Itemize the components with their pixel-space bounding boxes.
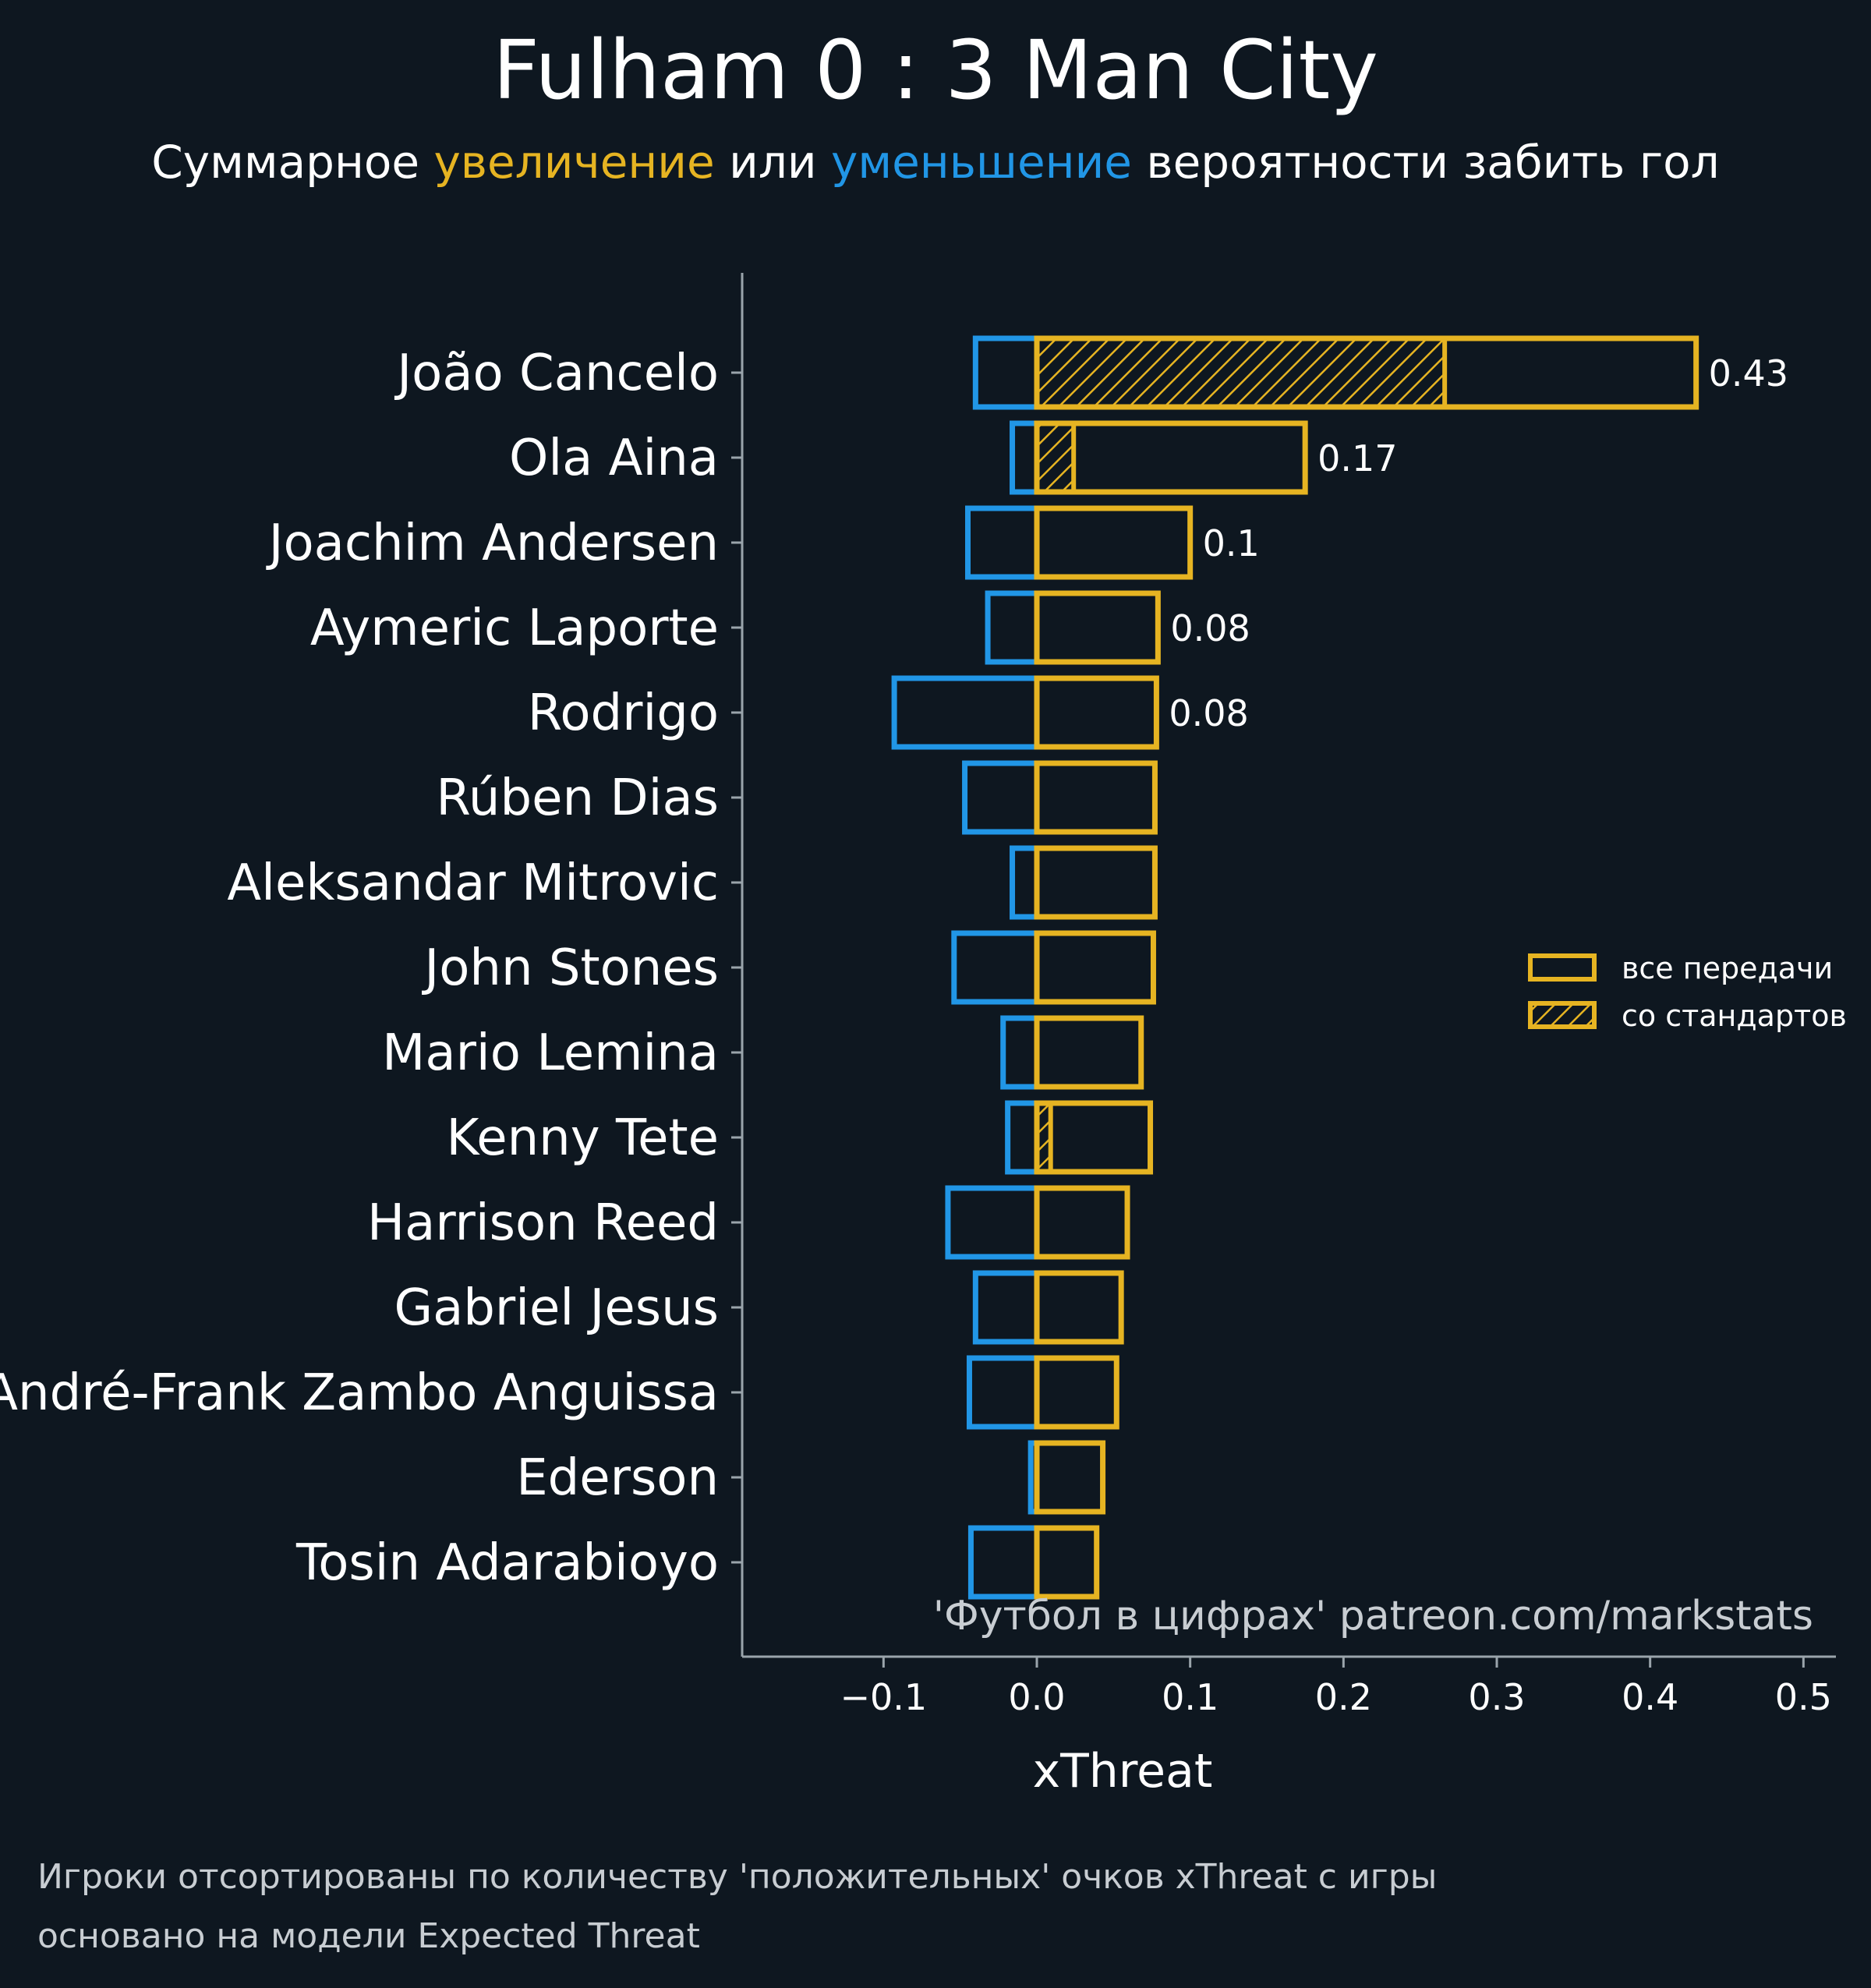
all-passes-bar <box>1034 1355 1119 1430</box>
y-tick-label: Ederson <box>516 1449 719 1507</box>
y-tick-label: Harrison Reed <box>367 1194 719 1252</box>
value-label: 0.1 <box>1203 522 1260 564</box>
credit-text: 'Футбол в цифрах' patreon.com/markstats <box>933 1593 1813 1640</box>
x-tick-label: 0.4 <box>1622 1676 1678 1718</box>
all-passes-bar <box>1034 590 1161 665</box>
y-tick-label: Aymeric Laporte <box>310 600 719 657</box>
footnote-sorting: Игроки отсортированы по количеству 'поло… <box>37 1857 1438 1897</box>
value-label: 0.08 <box>1170 607 1250 649</box>
legend-label-all-passes: все передачи <box>1622 951 1833 985</box>
all-passes-bar <box>1034 675 1159 750</box>
y-tick-label: Kenny Tete <box>446 1109 719 1167</box>
chart-subtitle: Суммарное увеличение или уменьшение веро… <box>0 131 1871 193</box>
subtitle-positive-word: увеличение <box>433 136 715 189</box>
negative-bar <box>1010 845 1040 920</box>
x-tick-label: 0.2 <box>1315 1676 1372 1718</box>
plot-area: João Cancelo 0.43 Ola Aina 0.17 Joachim Ande… <box>0 273 1847 1799</box>
x-tick-label: 0.0 <box>1008 1676 1065 1718</box>
all-passes-bar <box>1034 1015 1144 1090</box>
x-tick-label: 0.1 <box>1162 1676 1218 1718</box>
all-passes-bar <box>1034 1100 1154 1175</box>
negative-bar <box>967 1525 1040 1600</box>
x-tick-label: −0.1 <box>840 1676 927 1718</box>
subtitle-part-3: или <box>714 136 832 189</box>
value-label: 0.17 <box>1317 437 1397 479</box>
y-tick-label: Aleksandar Mitrovic <box>227 854 719 912</box>
all-passes-bar <box>1034 1270 1124 1345</box>
y-tick-label: Joachim Andersen <box>266 515 719 572</box>
negative-bar <box>962 760 1040 835</box>
all-passes-bar <box>1034 420 1308 495</box>
all-passes-bar <box>1034 1525 1100 1600</box>
set-piece-bar <box>1035 336 1448 409</box>
subtitle-part-1: Суммарное <box>151 136 434 189</box>
value-label: 0.43 <box>1709 352 1788 394</box>
negative-bar <box>1005 1100 1040 1175</box>
all-passes-bar <box>1034 930 1156 1005</box>
negative-bar <box>951 930 1040 1005</box>
all-passes-bar <box>1034 1185 1130 1260</box>
legend-swatch-set-pieces <box>1528 1001 1597 1029</box>
all-passes-bar <box>1034 1440 1106 1515</box>
y-tick-label: João Cancelo <box>394 345 719 402</box>
set-piece-bar <box>1035 421 1077 494</box>
footnote-model: основано на модели Expected Threat <box>37 1916 700 1956</box>
y-tick-label: Rúben Dias <box>436 769 719 827</box>
negative-bar <box>965 505 1040 580</box>
all-passes-bar <box>1034 760 1158 835</box>
x-tick-label: 0.5 <box>1775 1676 1832 1718</box>
legend-label-set-pieces: со стандартов <box>1622 999 1847 1033</box>
y-tick-label: André-Frank Zambo Anguissa <box>0 1364 719 1422</box>
footnotes: Игроки отсортированы по количеству 'поло… <box>37 1848 1830 1966</box>
negative-bar <box>1010 420 1040 495</box>
negative-bar <box>972 1270 1040 1345</box>
x-tick-label: 0.3 <box>1468 1676 1525 1718</box>
negative-bar <box>1000 1015 1040 1090</box>
chart-title: Fulham 0 : 3 Man City <box>493 23 1378 118</box>
all-passes-bar <box>1034 505 1194 580</box>
subtitle-negative-word: уменьшение <box>831 136 1132 189</box>
y-tick-label: Tosin Adarabioyo <box>295 1534 719 1592</box>
negative-bar <box>945 1185 1040 1260</box>
y-tick-label: Mario Lemina <box>382 1024 719 1082</box>
y-tick-label: Gabriel Jesus <box>394 1279 719 1337</box>
all-passes-bar <box>1034 335 1699 410</box>
legend-swatch-all-passes <box>1528 953 1597 982</box>
x-axis-label: xThreat <box>1033 1744 1213 1799</box>
all-passes-bar <box>1034 845 1158 920</box>
subtitle-part-5: вероятности забить гол <box>1131 136 1720 189</box>
y-tick-label: Ola Aina <box>509 430 719 487</box>
negative-bar <box>985 590 1040 665</box>
negative-bar <box>966 1355 1040 1430</box>
value-label: 0.08 <box>1169 692 1248 734</box>
y-tick-label: Rodrigo <box>528 684 719 742</box>
negative-bar <box>972 335 1040 410</box>
y-tick-label: John Stones <box>421 939 719 997</box>
negative-bar <box>891 675 1040 750</box>
